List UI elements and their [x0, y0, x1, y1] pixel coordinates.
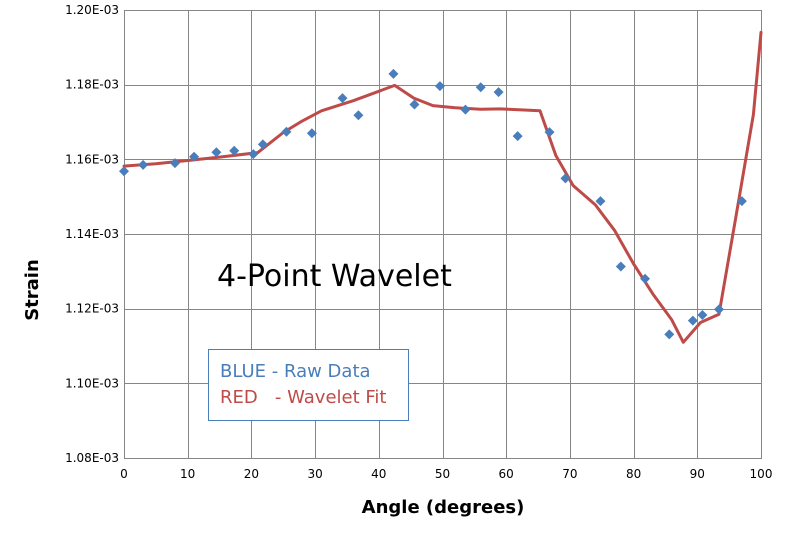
- raw-data-point: [687, 315, 698, 326]
- x-tick-label: 50: [435, 467, 450, 481]
- raw-data-point: [211, 147, 222, 158]
- x-tick-label: 100: [750, 467, 773, 481]
- raw-data-point: [189, 151, 200, 162]
- annotation-title: 4-Point Wavelet: [217, 259, 452, 294]
- raw-data-point: [434, 81, 445, 92]
- y-axis-label: Strain: [22, 259, 43, 321]
- x-tick-label: 10: [180, 467, 195, 481]
- raw-data-point: [595, 196, 606, 207]
- x-axis-label: Angle (degrees): [362, 497, 525, 518]
- raw-data-point: [713, 304, 724, 315]
- raw-data-point: [544, 127, 555, 138]
- raw-data-point: [560, 173, 571, 184]
- x-tick-label: 60: [499, 467, 514, 481]
- x-tick-label: 70: [562, 467, 577, 481]
- fit-line: [122, 30, 763, 344]
- series-raw: [119, 68, 747, 340]
- y-tick-label: 1.08E-03: [65, 451, 119, 465]
- legend-raw-label: BLUE - Raw Data: [220, 361, 371, 382]
- x-tick-label: 80: [626, 467, 641, 481]
- y-tick-label: 1.12E-03: [65, 302, 119, 316]
- y-tick-label: 1.20E-03: [65, 3, 119, 17]
- raw-data-point: [337, 93, 348, 104]
- raw-data-point: [257, 139, 268, 150]
- raw-data-point: [388, 68, 399, 79]
- y-tick-label: 1.10E-03: [65, 376, 119, 390]
- x-tick-labels: 0 10 20 30 40 50 60 70 80 90 100: [120, 467, 772, 481]
- legend-fit-label: RED - Wavelet Fit: [220, 387, 386, 408]
- x-tick-label: 20: [244, 467, 259, 481]
- raw-data-point: [512, 131, 523, 142]
- raw-data-point: [697, 310, 708, 321]
- raw-data-point: [119, 166, 129, 177]
- y-tick-label: 1.18E-03: [65, 78, 119, 92]
- raw-data-point: [281, 126, 292, 137]
- raw-data-point: [138, 159, 149, 170]
- x-tick-label: 0: [120, 467, 128, 481]
- raw-data-point: [409, 99, 420, 110]
- raw-data-point: [615, 261, 626, 272]
- raw-data-point: [353, 110, 364, 121]
- legend-border: [208, 349, 409, 421]
- series-fit: [122, 30, 763, 344]
- raw-data-point: [169, 158, 180, 169]
- y-tick-label: 1.14E-03: [65, 227, 119, 241]
- raw-data-point: [229, 145, 240, 156]
- y-tick-label: 1.16E-03: [65, 152, 119, 166]
- raw-data-point: [640, 273, 651, 284]
- x-tick-label: 40: [371, 467, 386, 481]
- plot-area: [124, 10, 762, 459]
- raw-data-point: [248, 149, 259, 160]
- legend-box: BLUE - Raw Data RED - Wavelet Fit: [208, 349, 409, 421]
- raw-data-point: [664, 329, 675, 340]
- raw-data-point: [493, 87, 504, 98]
- raw-data-point: [475, 82, 486, 93]
- x-tick-label: 30: [307, 467, 322, 481]
- y-tick-labels: 1.08E-03 1.10E-03 1.12E-03 1.14E-03 1.16E-03…: [65, 3, 119, 465]
- raw-data-point: [460, 104, 471, 115]
- x-tick-label: 90: [690, 467, 705, 481]
- raw-data-point: [736, 196, 747, 207]
- raw-data-point: [306, 128, 317, 139]
- plot-border: [124, 10, 762, 459]
